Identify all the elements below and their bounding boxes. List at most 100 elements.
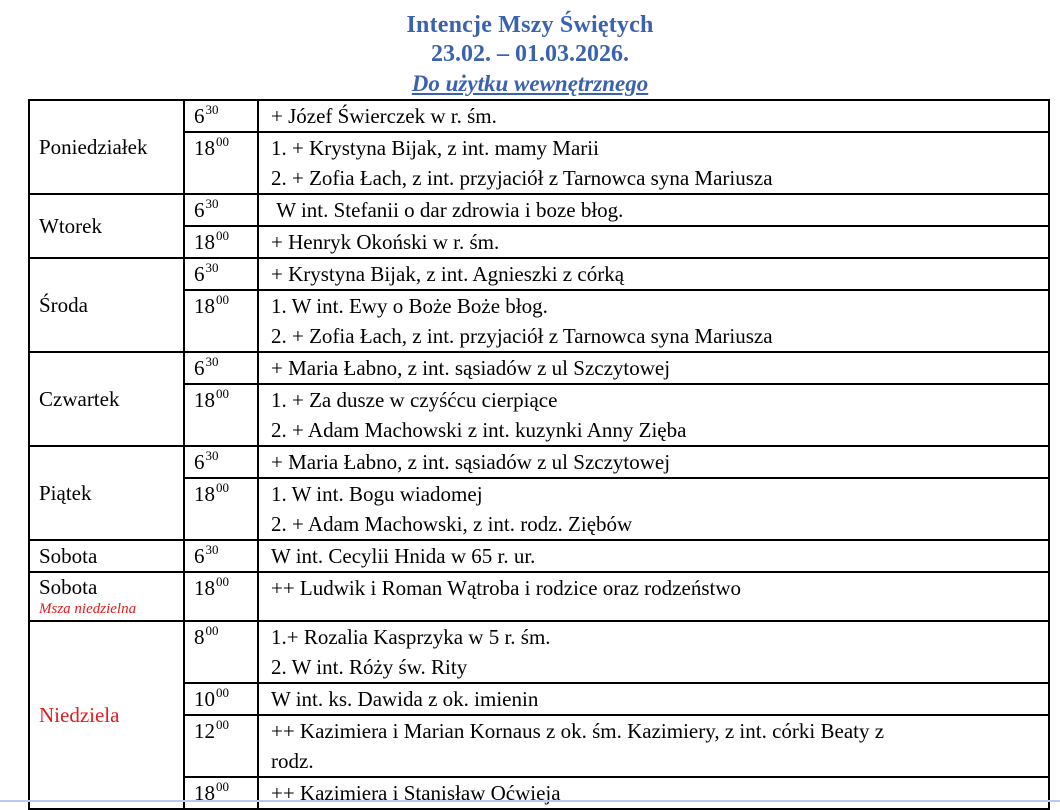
time-cell: 1800 <box>183 477 259 541</box>
intention-cell: 1. + Za dusze w czyśćcu cierpiące 2. + Ad… <box>257 383 1050 447</box>
day-cell-1: Wtorek <box>28 193 185 259</box>
day-label: Niedziela <box>39 703 120 727</box>
schedule-row: Sobota Msza niedzielna 1800 ++ Ludwik i Rom… <box>28 571 1050 622</box>
time-hour: 6 <box>194 262 205 286</box>
day-label: Poniedziałek <box>39 135 148 159</box>
intention-cell: W int. ks. Dawida z ok. imienin <box>257 682 1050 716</box>
intention-line: + Maria Łabno, z int. sąsiadów z ul Szcz… <box>271 450 671 474</box>
intention-line: 2. + Adam Machowski, z int. rodz. Ziębów <box>271 512 633 536</box>
date-range: 23.02. – 01.03.2026. <box>431 41 629 67</box>
time-minutes: 30 <box>205 448 219 463</box>
page-title: Intencje Mszy Świętych <box>406 12 654 38</box>
intention-line: + Maria Łabno, z int. sąsiadów z ul Szcz… <box>271 356 671 380</box>
intention-cell: ++ Kazimiera i Marian Kornaus z ok. śm. … <box>257 714 1050 778</box>
day-cell-7: Niedziela <box>28 620 185 810</box>
schedule-row: Piątek 630 + Maria Łabno, z int. sąsiadów … <box>28 445 1050 541</box>
time-minutes: 00 <box>216 685 229 700</box>
day-cell-2: Środa <box>28 257 185 353</box>
document-header: Intencje Mszy Świętych 23.02. – 01.03.20… <box>0 0 1060 98</box>
intention-cell: + Henryk Okoński w r. śm. <box>257 225 1050 259</box>
intention-line: ++ Kazimiera i Stanisław Oćwieja <box>271 781 561 805</box>
time-hour: 18 <box>194 294 215 318</box>
intention-line: 2. W int. Róży św. Rity <box>271 655 468 679</box>
time-cell: 630 <box>183 257 259 291</box>
intention-line: 1. + Krystyna Bijak, z int. mamy Marii <box>271 136 599 160</box>
day-cell-0: Poniedziałek <box>28 99 185 195</box>
schedule-row: Czwartek 630 + Maria Łabno, z int. sąsiadó… <box>28 351 1050 447</box>
intention-cell: W int. Stefanii o dar zdrowia i boze bło… <box>257 193 1050 227</box>
day-cell-6: Sobota Msza niedzielna <box>28 571 185 622</box>
schedule-row: Niedziela 800 1.+ Rozalia Kasprzyka w 5 r.… <box>28 620 1050 810</box>
time-minutes: 00 <box>216 480 229 495</box>
intention-cell: + Józef Świerczek w r. śm. <box>257 99 1050 133</box>
day-cell-5: Sobota <box>28 539 185 573</box>
time-hour: 6 <box>194 356 205 380</box>
intention-cell: ++ Kazimiera i Stanisław Oćwieja <box>257 776 1050 810</box>
schedule-row: Środa 630 + Krystyna Bijak, z int. Agniesz… <box>28 257 1050 353</box>
time-minutes: 30 <box>205 542 219 557</box>
schedule-row: 1800 + Henryk Okoński w r. śm. <box>29 225 1050 259</box>
time-cell: 630 <box>183 193 259 227</box>
time-cell: 630 <box>183 351 259 385</box>
time-hour: 18 <box>194 136 215 160</box>
page-bottom-edge <box>0 800 1060 802</box>
schedule-row: Wtorek 630 W int. Stefanii o dar zdrowia … <box>28 193 1050 259</box>
time-cell: 1000 <box>183 682 259 716</box>
time-hour: 6 <box>194 544 205 568</box>
day-label: Sobota <box>39 575 98 599</box>
intention-line: 1. W int. Bogu wiadomej <box>271 482 483 506</box>
intention-line: W int. ks. Dawida z ok. imienin <box>271 687 539 711</box>
intention-cell: W int. Cecylii Hnida w 65 r. ur. <box>257 539 1050 573</box>
time-cell: 1800 <box>183 571 259 622</box>
time-cell: 800 <box>183 620 259 684</box>
time-hour: 10 <box>194 687 215 711</box>
day-label: Środa <box>39 293 88 317</box>
time-minutes: 00 <box>205 623 219 638</box>
time-minutes: 00 <box>216 134 229 149</box>
schedule-row: 1800 1. + Krystyna Bijak, z int. mamy Mar… <box>29 131 1050 195</box>
time-hour: 12 <box>194 719 215 743</box>
intention-line: rodz. <box>271 749 314 773</box>
time-minutes: 00 <box>216 292 229 307</box>
time-hour: 18 <box>194 230 215 254</box>
time-minutes: 00 <box>216 574 229 589</box>
time-cell: 1200 <box>183 714 259 778</box>
day-cell-3: Czwartek <box>28 351 185 447</box>
time-cell: 1800 <box>183 776 259 810</box>
time-minutes: 00 <box>216 228 229 243</box>
intention-line: 1. + Za dusze w czyśćcu cierpiące <box>271 388 558 412</box>
intention-line: 1. W int. Ewy o Boże Boże błog. <box>271 294 548 318</box>
intention-line: ++ Ludwik i Roman Wątroba i rodzice oraz… <box>271 576 741 600</box>
schedule-row: Sobota 630 W int. Cecylii Hnida w 65 r. ur… <box>28 539 1050 573</box>
intention-line: ++ Kazimiera i Marian Kornaus z ok. śm. … <box>271 719 885 743</box>
time-minutes: 00 <box>216 779 229 794</box>
schedule-row: Poniedziałek 630 + Józef Świerczek w r. śm… <box>28 99 1050 195</box>
schedule-row: 1800 1. W int. Ewy o Boże Boże błog. 2. + … <box>29 289 1050 353</box>
time-cell: 1800 <box>183 289 259 353</box>
intention-cell: 1.+ Rozalia Kasprzyka w 5 r. śm. 2. W int… <box>257 620 1050 684</box>
time-hour: 6 <box>194 104 205 128</box>
schedule-row: 1800 1. W int. Bogu wiadomej 2. + Adam Mac… <box>29 477 1050 541</box>
intention-line: 2. + Adam Machowski z int. kuzynki Anny … <box>271 418 687 442</box>
time-hour: 6 <box>194 450 205 474</box>
intention-cell: 1. W int. Ewy o Boże Boże błog. 2. + Zofi… <box>257 289 1050 353</box>
day-label: Czwartek <box>39 387 120 411</box>
intention-cell: 1. + Krystyna Bijak, z int. mamy Marii 2.… <box>257 131 1050 195</box>
time-cell: 630 <box>183 445 259 479</box>
intention-cell: ++ Ludwik i Roman Wątroba i rodzice oraz… <box>257 571 1050 622</box>
intention-line: + Józef Świerczek w r. śm. <box>271 104 497 128</box>
time-minutes: 30 <box>205 102 219 117</box>
time-minutes: 30 <box>205 260 219 275</box>
day-cell-4: Piątek <box>28 445 185 541</box>
schedule-row: 1000 W int. ks. Dawida z ok. imienin <box>29 682 1050 716</box>
time-minutes: 30 <box>205 354 219 369</box>
intention-cell: + Maria Łabno, z int. sąsiadów z ul Szcz… <box>257 351 1050 385</box>
time-hour: 18 <box>194 576 215 600</box>
intention-line: + Krystyna Bijak, z int. Agnieszki z cór… <box>271 262 625 286</box>
internal-use-note: Do użytku wewnętrznego <box>411 71 649 96</box>
intention-cell: + Krystyna Bijak, z int. Agnieszki z cór… <box>257 257 1050 291</box>
intention-line: W int. Cecylii Hnida w 65 r. ur. <box>271 544 536 568</box>
schedule-row: 1800 1. + Za dusze w czyśćcu cierpiące 2. … <box>29 383 1050 447</box>
time-cell: 1800 <box>183 383 259 447</box>
mass-intentions-table: Poniedziałek 630 + Józef Świerczek w r. śm… <box>28 99 1050 810</box>
